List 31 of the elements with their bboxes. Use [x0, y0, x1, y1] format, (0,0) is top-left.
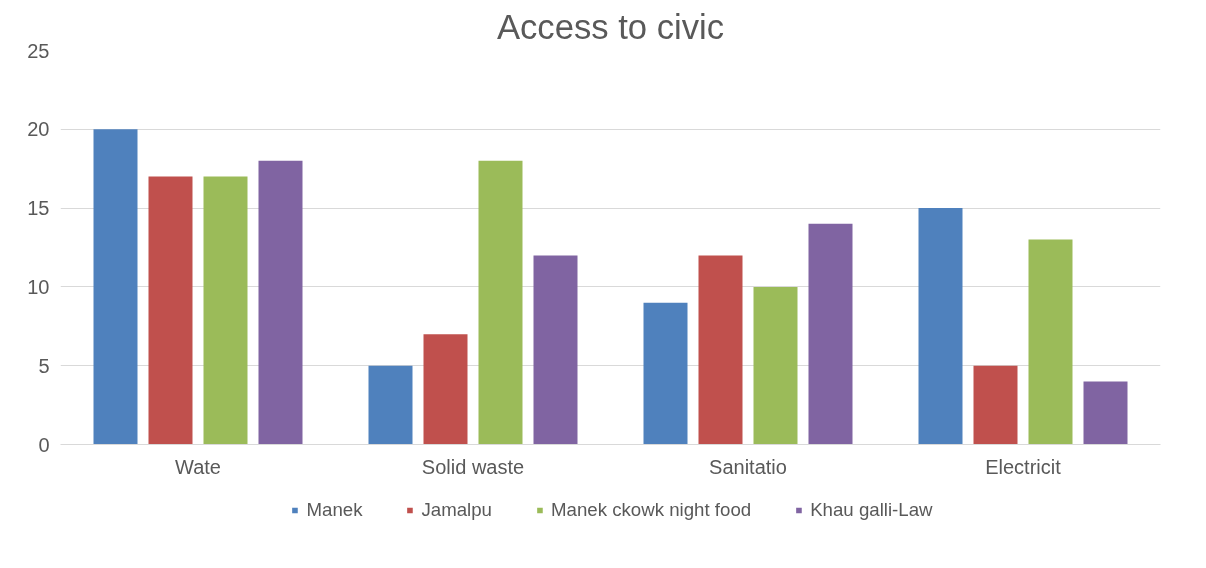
chart-title: Access to civic: [496, 7, 725, 46]
x-tick-label: Electricit: [985, 455, 1062, 478]
bar: [973, 365, 1018, 445]
bar: [1083, 381, 1128, 445]
bar: [533, 255, 578, 445]
y-tick-label: 15: [27, 197, 50, 220]
bar: [148, 176, 193, 445]
x-tick-label: Solid waste: [421, 455, 525, 478]
bar: [808, 223, 853, 445]
y-tick-label: 5: [38, 354, 50, 377]
legend-label: Jamalpu: [421, 499, 492, 521]
bar: [478, 160, 523, 445]
bar: [258, 160, 303, 445]
legend-label: Manek: [306, 499, 363, 521]
bar: [918, 208, 963, 445]
legend-label: Manek ckowk night food: [550, 499, 752, 521]
y-tick-label: 10: [27, 275, 50, 298]
x-tick-label: Wate: [175, 455, 221, 478]
bar: [643, 302, 688, 445]
y-tick-label: 25: [27, 39, 50, 62]
bar: [1028, 239, 1073, 445]
bar: [203, 176, 248, 445]
bar: [698, 255, 743, 445]
y-tick-label: 20: [27, 118, 50, 141]
x-tick-label: Sanitatio: [709, 455, 787, 478]
bar: [423, 334, 468, 445]
y-tick-label: 0: [38, 433, 50, 456]
bar: [368, 365, 413, 445]
legend-label: Khau galli-Law: [810, 499, 933, 521]
bar: [93, 129, 138, 445]
bar: [753, 286, 798, 445]
